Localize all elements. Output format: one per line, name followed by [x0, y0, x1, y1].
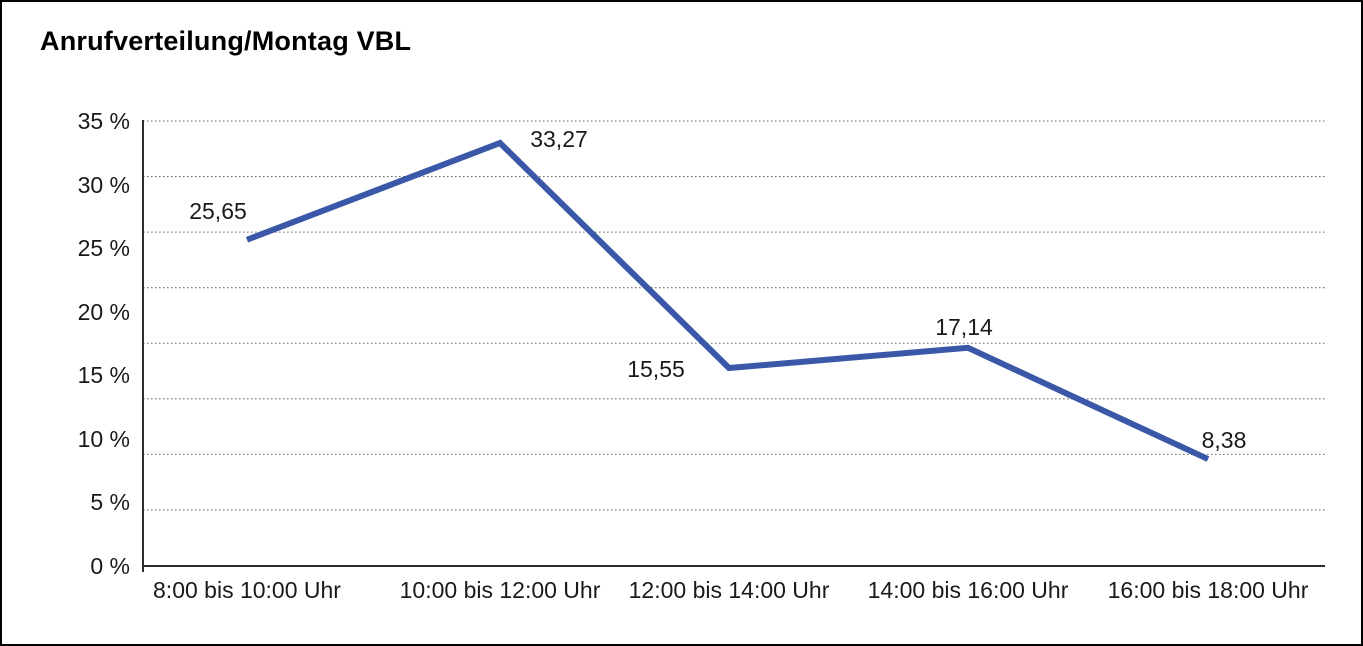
- y-axis-tick-label: 0 %: [90, 552, 130, 579]
- series-line: [245, 139, 1210, 462]
- data-point-label: 15,55: [627, 356, 685, 382]
- data-point-label: 17,14: [935, 313, 993, 340]
- x-axis-category-label: 16:00 bis 18:00 Uhr: [1107, 577, 1309, 603]
- y-axis-tick-label: 25 %: [77, 235, 130, 261]
- y-axis-tick-label: 15 %: [77, 362, 130, 388]
- chart-title: Anrufverteilung/Montag VBL: [40, 26, 412, 56]
- y-axis-tick-label: 5 %: [90, 489, 130, 515]
- x-axis-category-label: 8:00 bis 10:00 Uhr: [153, 577, 341, 603]
- data-point-label: 8,38: [1201, 427, 1247, 454]
- x-axis-category-label: 12:00 bis 14:00 Uhr: [628, 577, 830, 603]
- x-axis-category-label: 14:00 bis 16:00 Uhr: [867, 577, 1069, 603]
- data-point-label: 25,65: [189, 197, 247, 224]
- x-axis-category-label: 10:00 bis 12:00 Uhr: [399, 577, 601, 603]
- data-point-label: 33,27: [530, 125, 588, 152]
- y-axis-tick-label: 20 %: [77, 298, 130, 325]
- y-axis-tick-label: 35 %: [77, 108, 130, 134]
- y-axis-tick-label: 10 %: [77, 425, 130, 452]
- y-axis-tick-label: 30 %: [77, 171, 130, 198]
